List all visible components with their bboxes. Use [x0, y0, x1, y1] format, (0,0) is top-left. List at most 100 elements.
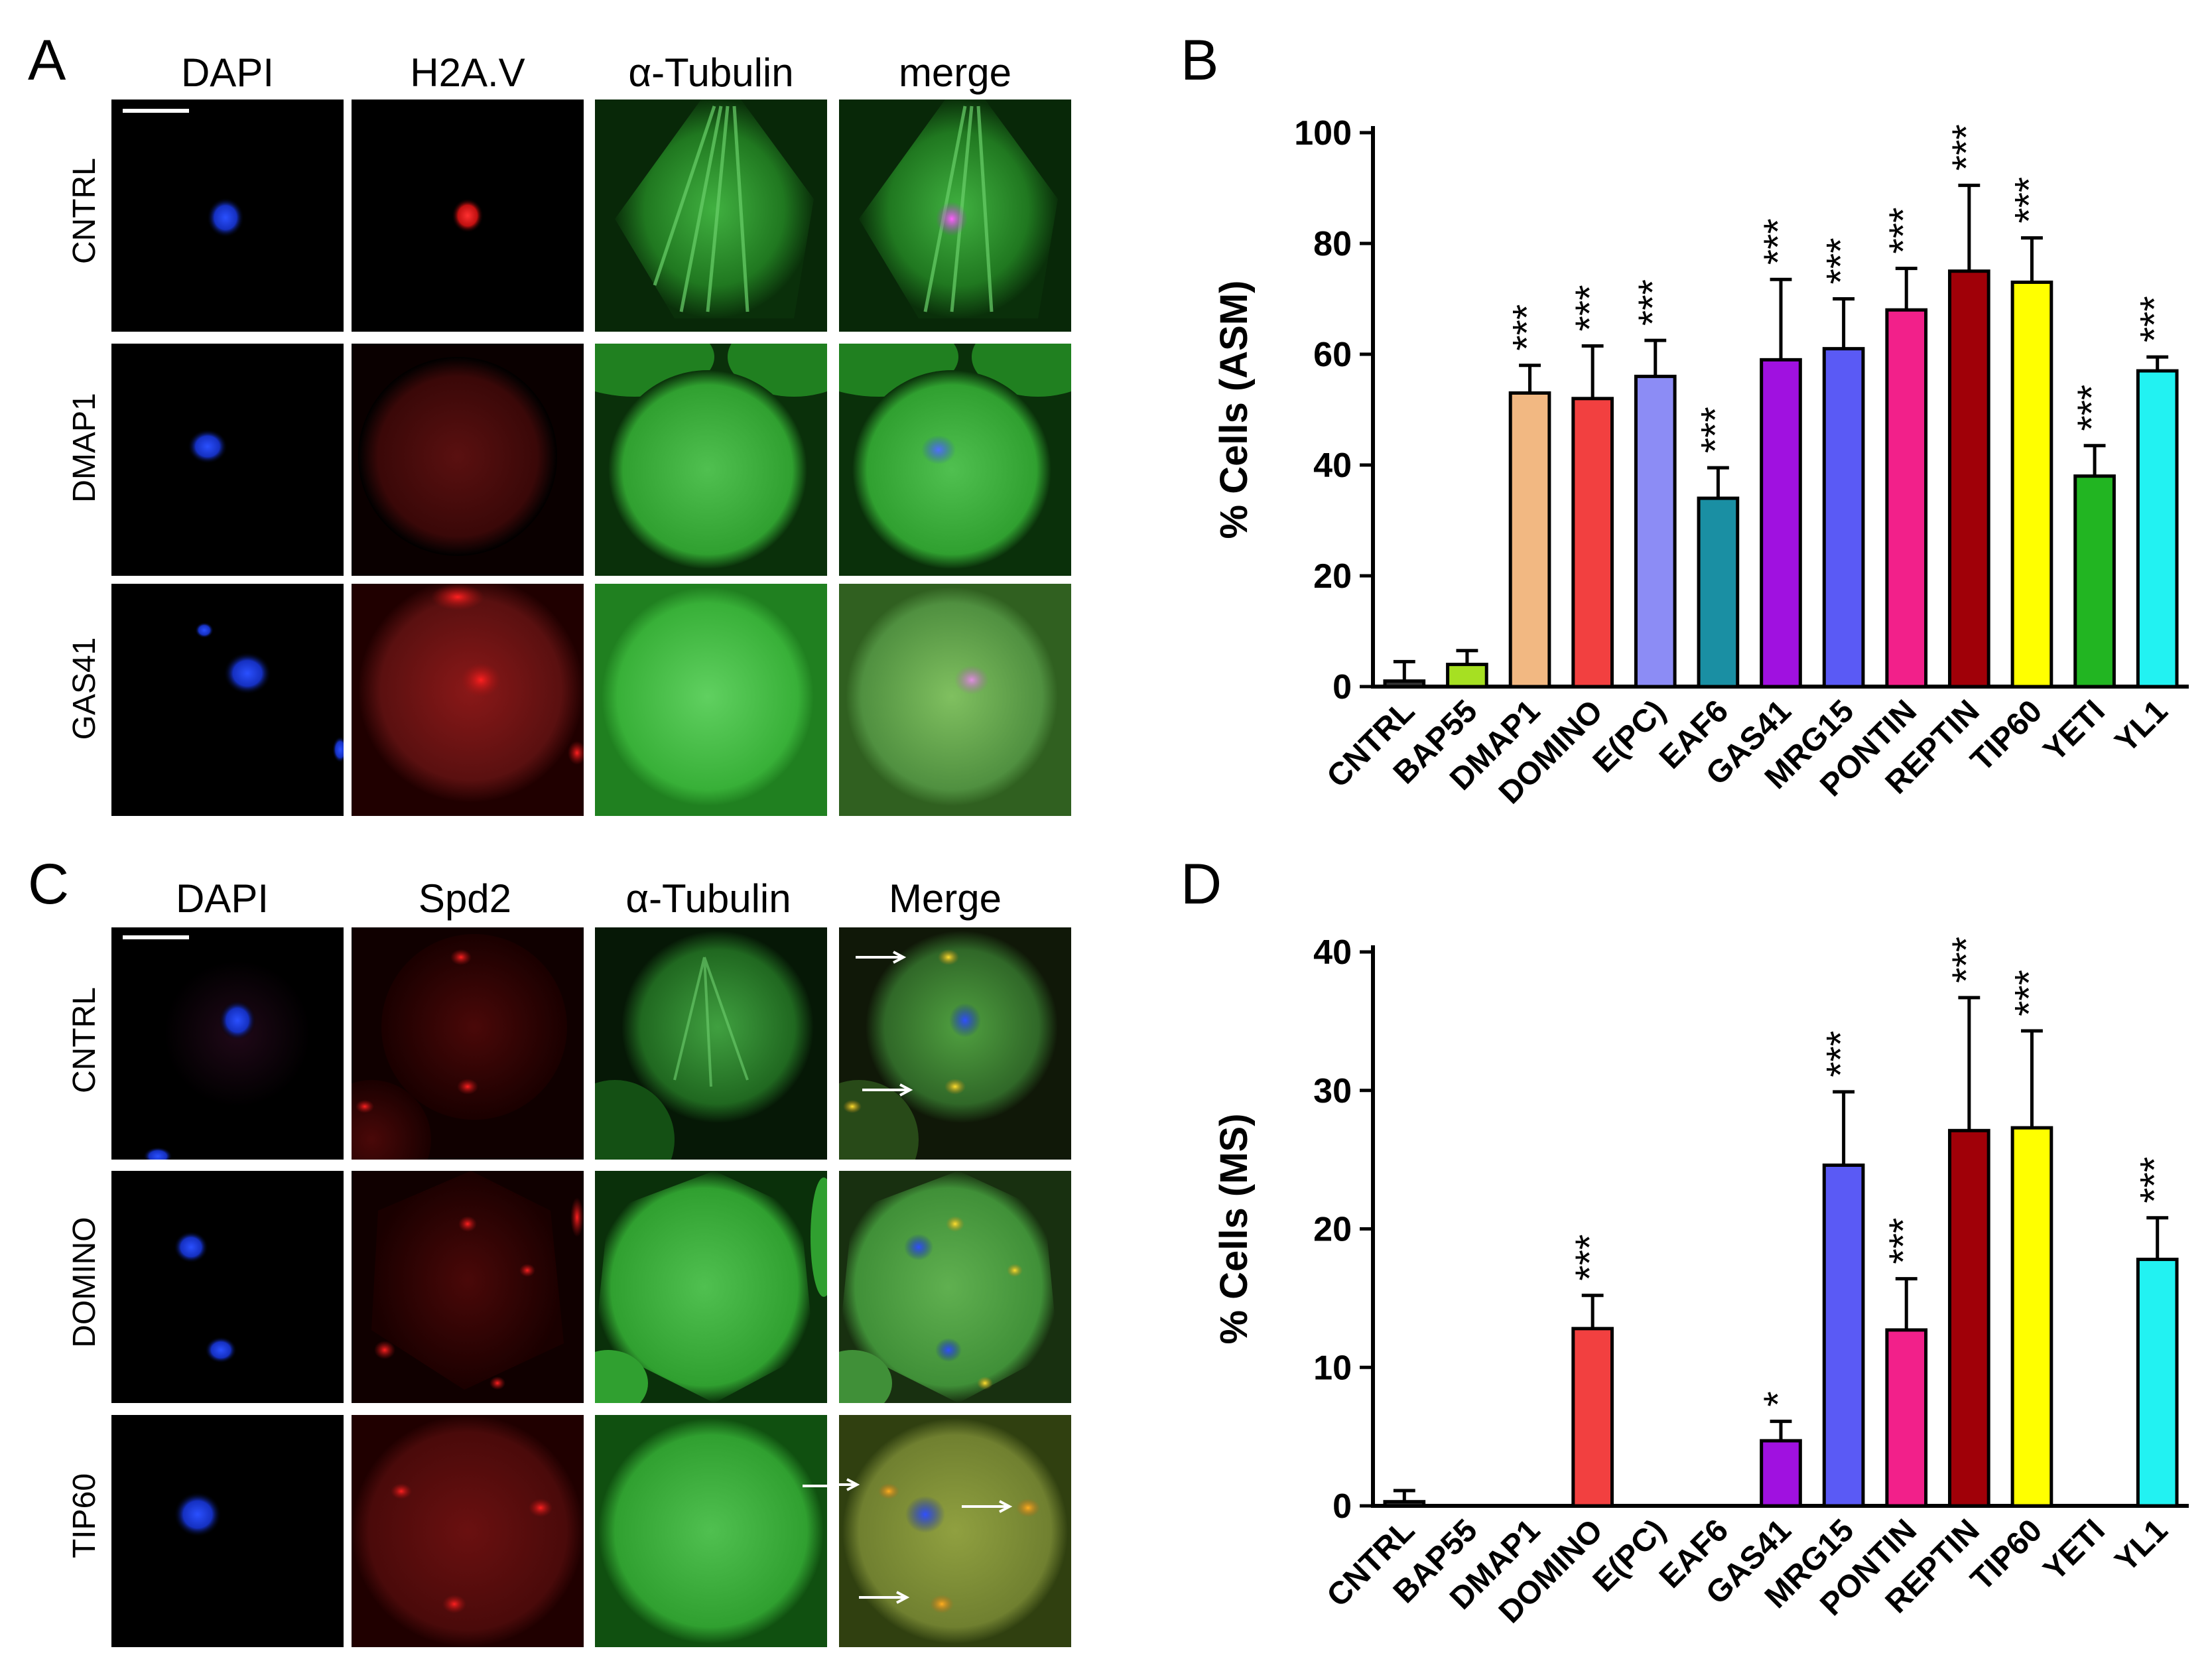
panel-a-dmap1-h2av-image: [352, 344, 584, 576]
chart-b-y-tick-label: 80: [1313, 225, 1352, 263]
chart-d-y-tick-label: 40: [1313, 933, 1352, 972]
panel-c-header-spd2: Spd2: [418, 876, 512, 921]
panel-c-tip60-tubulin-image: [595, 1415, 827, 1647]
chart-b-significance: ***: [2069, 385, 2114, 431]
chart-b-significance: ***: [1756, 218, 1800, 265]
panel-letter-a: A: [28, 29, 66, 92]
panel-a-header-h2av: H2A.V: [410, 50, 525, 95]
panel-c-row-cntrl: CNTRL: [67, 987, 102, 1094]
chart-b-bar: [2136, 369, 2179, 689]
chart-b-bar: [2010, 280, 2053, 689]
panel-letter-d: D: [1181, 852, 1222, 916]
panel-a-dmap1-dapi-image: [111, 344, 344, 576]
chart-d-x-tick-label: YETI: [2037, 1512, 2112, 1587]
panel-c-arrow-left-outside: [803, 1485, 839, 1487]
chart-b-x-tick-label: TIP60: [1964, 693, 2049, 778]
panel-c-row-tip60: TIP60: [67, 1473, 102, 1559]
chart-d-bar: [1948, 1128, 1990, 1508]
chart-b-significance: ***: [1944, 124, 1988, 170]
panel-c-tip60-merge-image: [839, 1415, 1071, 1647]
panel-letter-b: B: [1181, 29, 1219, 92]
chart-b-bar: [1634, 374, 1677, 689]
chart-b-y-tick-label: 0: [1333, 668, 1352, 706]
panel-a-scale-bar: [123, 109, 189, 113]
chart-d-bar: [1383, 1500, 1426, 1508]
chart-b-y-tick-label: 20: [1313, 557, 1352, 596]
panel-a-row-gas41: GAS41: [67, 637, 102, 740]
chart-b-significance: ***: [1630, 279, 1675, 326]
chart-d-y-axis-label: % Cells (MS): [1212, 1113, 1256, 1344]
chart-d-y-tick-label: 20: [1313, 1211, 1352, 1249]
panel-a-dmap1-tubulin-image: [595, 344, 827, 576]
panel-a-dmap1-merge-image: [839, 344, 1071, 576]
chart-d-significance: ***: [1567, 1235, 1612, 1281]
panel-c-domino-spd2-image: [352, 1171, 584, 1403]
chart-b-bar: [1697, 496, 1740, 689]
chart-b-significance: ***: [1693, 407, 1737, 453]
panel-c-row-domino: DOMINO: [67, 1217, 102, 1348]
chart-b-x-tick-label: E(PC): [1587, 693, 1673, 779]
panel-a-row-dmap1: DMAP1: [67, 393, 102, 503]
chart-b-significance: ***: [1819, 237, 1863, 284]
chart-d-significance: ***: [1881, 1218, 1925, 1264]
panel-a-gas41-h2av-image: [352, 584, 584, 816]
chart-b-significance: ***: [1567, 285, 1612, 331]
panel-c-cntrl-spd2-image: [352, 927, 584, 1160]
chart-b-bar: [2073, 474, 2116, 689]
chart-b-significance: ***: [2006, 177, 2051, 224]
panel-c-tip60-dapi-image: [111, 1415, 344, 1647]
chart-d-y-tick-label: 30: [1313, 1072, 1352, 1110]
chart-b-x-tick-label: YETI: [2037, 693, 2112, 768]
panel-a-header-dapi: DAPI: [180, 50, 275, 95]
chart-b-bar: [1446, 663, 1488, 689]
chart-d-x-tick-label: E(PC): [1587, 1512, 1673, 1599]
chart-d-bar: [1760, 1439, 1802, 1508]
chart-d-x-tick-label: TIP60: [1964, 1512, 2049, 1597]
chart-d-x-tick-label: YL1: [2109, 1512, 2175, 1579]
chart-b-significance: ***: [1881, 208, 1925, 254]
chart-b-bar: [1508, 391, 1551, 689]
panel-a-row-cntrl: CNTRL: [67, 158, 102, 265]
panel-c-cntrl-merge-image: [839, 927, 1071, 1160]
chart-b-significance: ***: [2132, 296, 2177, 342]
panel-c-header-dapi: DAPI: [175, 876, 269, 921]
chart-d-y-tick-label: 10: [1313, 1349, 1352, 1387]
chart-b-bar: [1885, 308, 1928, 689]
chart-b-x-tick-label: YL1: [2109, 693, 2175, 760]
chart-d-significance: ***: [1819, 1031, 1863, 1077]
panel-a-cntrl-merge-image: [839, 100, 1071, 332]
chart-d-bar: [2010, 1126, 2053, 1508]
chart-b-y-tick-label: 40: [1313, 446, 1352, 485]
panel-c-tip60-spd2-image: [352, 1415, 584, 1647]
panel-a-cntrl-h2av-image: [352, 100, 584, 332]
panel-a-cntrl-tubulin-image: [595, 100, 827, 332]
chart-b-bar: [1383, 679, 1426, 689]
chart-d-bar: [2136, 1257, 2179, 1508]
chart-b-y-tick-label: 60: [1313, 336, 1352, 374]
panel-c-domino-merge-image: [839, 1171, 1071, 1403]
panel-c-scale-bar: [123, 935, 189, 939]
chart-b-significance: ***: [1505, 304, 1549, 351]
panel-c-header-tubulin: α-Tubulin: [625, 876, 791, 921]
chart-b-bar: [1948, 269, 1990, 689]
panel-a-gas41-tubulin-image: [595, 584, 827, 816]
panel-c-cntrl-tubulin-image: [595, 927, 827, 1160]
chart-b-bar: [1571, 397, 1614, 689]
chart-b-y-axis-label: % Cells (ASM): [1212, 281, 1256, 539]
panel-a-gas41-merge-image: [839, 584, 1071, 816]
panel-c-domino-tubulin-image: [595, 1171, 827, 1403]
chart-d-significance: ***: [2006, 970, 2051, 1016]
panel-c-domino-dapi-image: [111, 1171, 344, 1403]
panel-letter-c: C: [28, 852, 70, 916]
chart-d-significance: ***: [1944, 937, 1988, 983]
panel-c-cntrl-dapi-image: [111, 927, 344, 1160]
chart-b-bar: [1760, 358, 1802, 689]
chart-b-bar: [1822, 347, 1865, 689]
chart-d-bar: [1571, 1327, 1614, 1508]
chart-d-bar: [1885, 1328, 1928, 1508]
chart-d-y-tick-label: 0: [1333, 1487, 1352, 1526]
panel-a-header-merge: merge: [898, 50, 1012, 95]
panel-c-header-merge: Merge: [888, 876, 1002, 921]
